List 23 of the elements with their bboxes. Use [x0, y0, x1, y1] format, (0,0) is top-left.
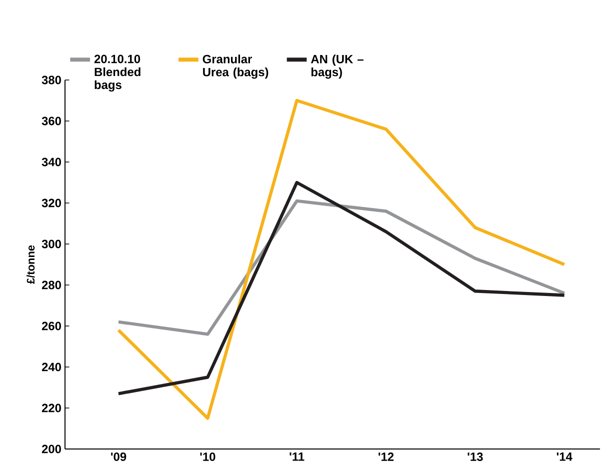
y-tick-label: 320	[42, 198, 61, 208]
x-tick-label: '14	[556, 452, 572, 461]
y-tick-label: 240	[42, 362, 61, 372]
y-axis-title: £/tonne	[26, 245, 35, 284]
line-series	[116, 98, 566, 420]
line-series	[116, 180, 566, 396]
y-tick-label: 220	[42, 404, 61, 412]
y-tick-label: 300	[42, 240, 61, 248]
y-tick-label: 360	[42, 116, 61, 126]
y-tick-label: 200	[42, 444, 61, 454]
legend-label: Granular Urea (bags)	[202, 54, 268, 79]
x-tick-label: '13	[468, 452, 483, 462]
x-tick-label: '12	[378, 452, 394, 461]
y-tick-label: 260	[42, 322, 61, 330]
x-tick-label: '09	[111, 452, 126, 461]
x-tick-label: '11	[290, 452, 304, 461]
x-tick-label: '10	[200, 452, 216, 461]
legend-label: AN (UK – bags)	[310, 54, 364, 79]
y-tick-label: 340	[42, 158, 61, 166]
line-series	[116, 199, 566, 336]
y-tick-label: 380	[42, 76, 61, 84]
y-tick-label: 280	[42, 280, 61, 290]
legend-label: 20.10.10 Blended bags	[94, 54, 140, 92]
